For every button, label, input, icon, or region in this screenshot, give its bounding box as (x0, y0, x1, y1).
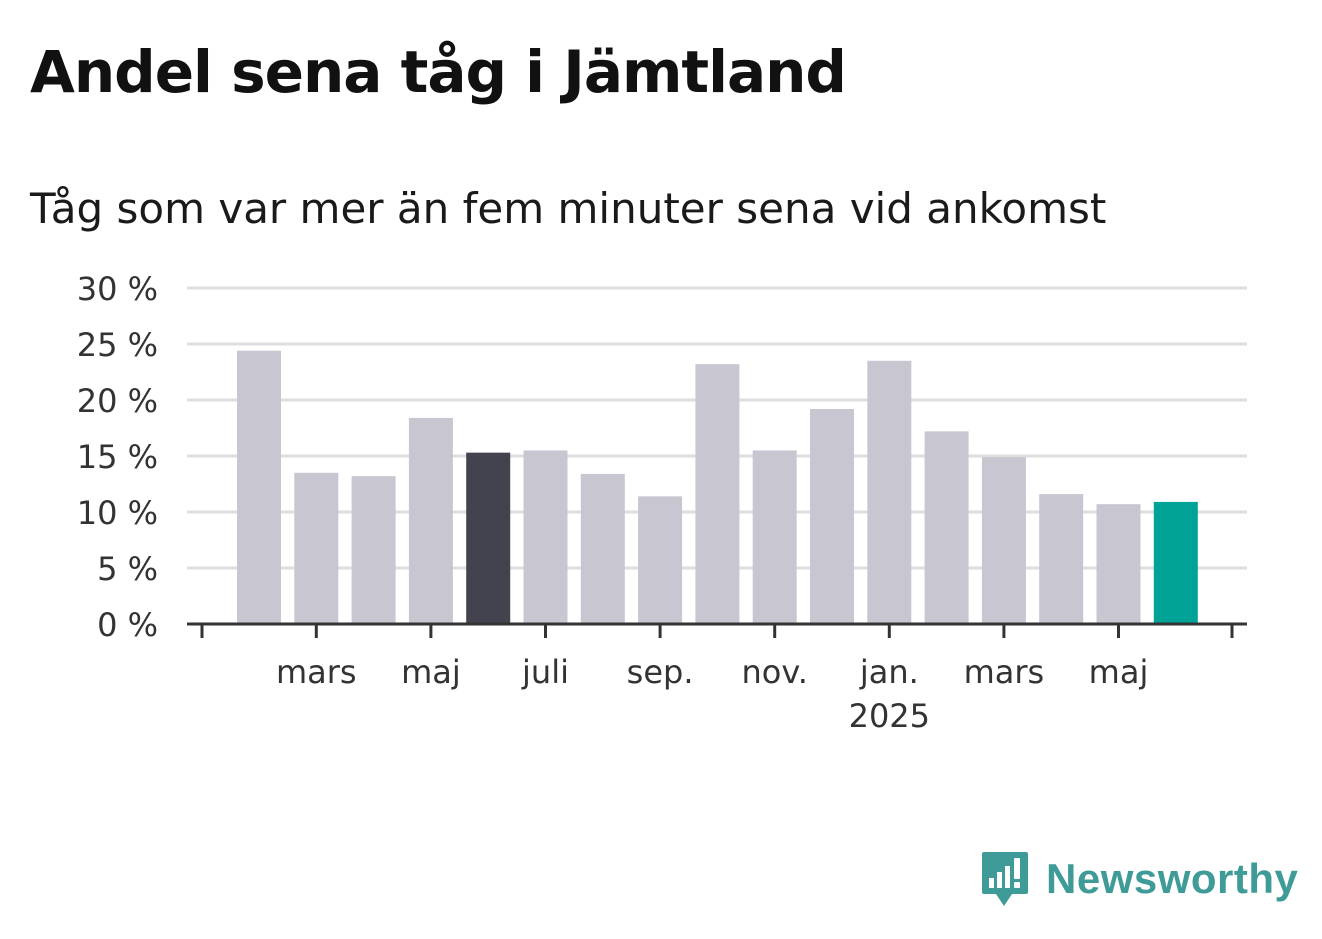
y-tick-label: 30 % (77, 270, 158, 308)
newsworthy-logo-icon (982, 852, 1028, 906)
y-tick-label: 15 % (77, 438, 158, 476)
y-tick-label: 25 % (77, 326, 158, 364)
y-tick-label: 10 % (77, 494, 158, 532)
y-tick-label: 0 % (97, 606, 158, 644)
bar (237, 350, 281, 624)
bar (523, 450, 568, 624)
bar (408, 417, 453, 624)
x-tick-label: juli (521, 653, 569, 691)
bar (1153, 501, 1198, 624)
bar (466, 452, 511, 624)
bar (695, 364, 740, 624)
bar (1096, 504, 1141, 624)
x-tick-label: mars (964, 653, 1045, 691)
x-tick-label: jan. (859, 653, 919, 691)
chart-subtitle: Tåg som var mer än fem minuter sena vid … (30, 184, 1107, 233)
bar (810, 408, 854, 624)
bar (580, 473, 625, 624)
bar (638, 496, 683, 624)
chart-title: Andel sena tåg i Jämtland (30, 38, 847, 106)
y-tick-label: 5 % (97, 550, 158, 588)
x-tick-label: mars (276, 653, 357, 691)
newsworthy-logo: Newsworthy (980, 850, 1298, 908)
x-tick-label: sep. (627, 653, 694, 691)
bar (981, 457, 1026, 624)
x-tick-year-label: 2025 (849, 697, 930, 735)
brand-name: Newsworthy (1046, 855, 1299, 902)
y-tick-label: 20 % (77, 382, 158, 420)
bar (924, 431, 969, 624)
bar (867, 360, 912, 624)
bar (1039, 494, 1084, 624)
x-tick-label: maj (1089, 653, 1149, 691)
x-tick-label: nov. (741, 653, 807, 691)
bar (752, 450, 797, 624)
bar (294, 472, 339, 624)
bar (351, 476, 396, 624)
x-tick-label: maj (401, 653, 461, 691)
